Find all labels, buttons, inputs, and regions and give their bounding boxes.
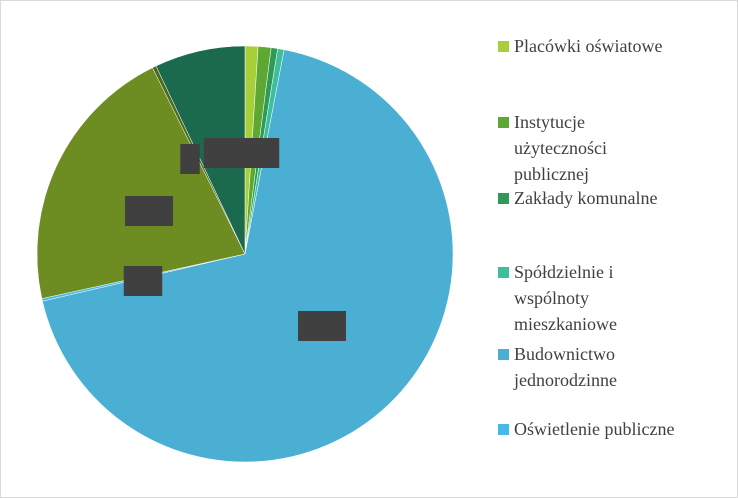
pie-slice (155, 45, 246, 255)
legend-entry: Budownictwo jednorodzinne (498, 341, 668, 393)
legend-label: Budownictwo jednorodzinne (514, 344, 617, 390)
pie-slice (36, 67, 246, 299)
legend-entry: Instytucje użyteczności publicznej (498, 109, 638, 187)
legend-label: Instytucje użyteczności publicznej (514, 112, 607, 184)
legend-entry: Zakłady komunalne (498, 185, 728, 211)
data-label: 68% (298, 311, 346, 341)
legend-entry: Spółdzielnie i wspólnoty mieszkaniowe (498, 259, 648, 337)
legend-swatch (498, 424, 509, 435)
data-label-box (203, 138, 243, 168)
data-label: 7% (203, 138, 243, 168)
legend-swatch (498, 193, 509, 204)
data-label: 21% (125, 196, 173, 226)
legend-label: Placówki oświatowe (514, 36, 663, 56)
legend-swatch (498, 41, 509, 52)
data-label-box (125, 196, 173, 226)
data-label: 0 (180, 144, 200, 174)
legend-label: Spółdzielnie i wspólnoty mieszkaniowe (514, 262, 617, 334)
legend-label: Oświetlenie publiczne (514, 419, 675, 439)
legend-entry: Oświetlenie publiczne (498, 416, 728, 442)
pie-slice (42, 49, 454, 463)
data-label: 0% (123, 266, 163, 296)
legend-swatch (498, 117, 509, 128)
data-label: 1% (240, 138, 280, 168)
legend-swatch (498, 349, 509, 360)
legend-label: Zakłady komunalne (514, 188, 658, 208)
data-label-box (240, 138, 280, 168)
legend-entry: Placówki oświatowe (498, 33, 728, 59)
data-label-box (180, 144, 200, 174)
data-label-box (123, 266, 163, 296)
data-label-box (298, 311, 346, 341)
legend-swatch (498, 267, 509, 278)
